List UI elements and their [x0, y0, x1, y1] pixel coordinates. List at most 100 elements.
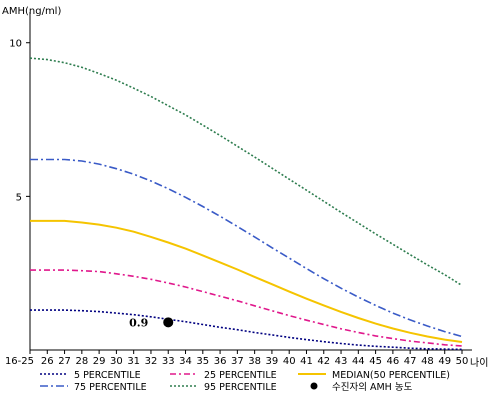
- data-point: [46, 220, 48, 222]
- data-point: [409, 254, 411, 256]
- x-tick-label: 41: [300, 356, 313, 367]
- x-tick-label: 48: [421, 356, 434, 367]
- x-tick-label: 28: [75, 356, 88, 367]
- x-tick-label: 26: [41, 356, 54, 367]
- y-tick-label: 5: [16, 192, 22, 203]
- data-point: [375, 346, 377, 348]
- x-tick-label: 32: [145, 356, 158, 367]
- data-point: [81, 222, 83, 224]
- data-point: [461, 341, 463, 343]
- legend-label: 75 PERCENTILE: [74, 382, 147, 393]
- data-point: [323, 324, 325, 326]
- data-point: [323, 341, 325, 343]
- data-point: [202, 324, 204, 326]
- series-line-1: [30, 309, 463, 351]
- data-point: [202, 255, 204, 257]
- legend: 5 PERCENTILE 25 PERCENTILE MEDIAN(50 PERCE…: [40, 370, 450, 393]
- x-tick-label: 50: [456, 356, 469, 367]
- data-point: [185, 286, 187, 288]
- x-tick-label: 35: [196, 356, 209, 367]
- x-axis-title: 나이: [470, 357, 488, 369]
- data-point: [98, 311, 100, 313]
- data-point: [392, 346, 394, 348]
- data-point: [167, 282, 169, 284]
- x-tick-label: 27: [58, 356, 71, 367]
- data-point: [81, 310, 83, 312]
- data-point: [237, 145, 239, 147]
- legend-label: 95 PERCENTILE: [204, 382, 277, 393]
- data-point: [133, 87, 135, 89]
- data-point: [461, 285, 463, 287]
- patient-amh-label: 0.9: [129, 316, 148, 329]
- data-point: [375, 233, 377, 235]
- data-point: [116, 227, 118, 229]
- series-line-5: [29, 57, 463, 287]
- data-point: [116, 312, 118, 314]
- data-point: [444, 274, 446, 276]
- data-point: [202, 206, 204, 208]
- data-point: [254, 276, 256, 278]
- data-point: [185, 248, 187, 250]
- data-point: [219, 262, 221, 264]
- legend-label: 25 PERCENTILE: [204, 370, 277, 381]
- data-point: [29, 309, 31, 311]
- data-point: [375, 305, 377, 307]
- data-point: [288, 257, 290, 259]
- data-point: [150, 279, 152, 281]
- marker-layer: 0.9: [129, 316, 174, 329]
- x-tick-label: 44: [352, 356, 365, 367]
- data-point: [116, 79, 118, 81]
- data-point: [133, 231, 135, 233]
- data-point: [340, 212, 342, 214]
- x-tick-label: 34: [179, 356, 192, 367]
- data-point: [219, 326, 221, 328]
- data-point: [167, 188, 169, 190]
- data-point: [427, 325, 429, 327]
- y-axis-title: AMH(ng/ml): [2, 6, 61, 17]
- data-point: [116, 168, 118, 170]
- data-point: [202, 291, 204, 293]
- x-tick-label: 16-25: [5, 356, 34, 367]
- data-point: [461, 336, 463, 338]
- data-point: [46, 59, 48, 61]
- data-point: [64, 159, 66, 161]
- legend-label: 5 PERCENTILE: [74, 370, 141, 381]
- data-point: [392, 312, 394, 314]
- data-point: [358, 296, 360, 298]
- x-tick-label: 31: [127, 356, 140, 367]
- data-point: [306, 189, 308, 191]
- data-point: [340, 311, 342, 313]
- data-point: [340, 328, 342, 330]
- legend-label: MEDIAN(50 PERCENTILE): [332, 370, 450, 381]
- data-point: [64, 220, 66, 222]
- data-point: [46, 309, 48, 311]
- data-point: [288, 178, 290, 180]
- data-point: [98, 224, 100, 226]
- data-point: [427, 336, 429, 338]
- x-tick-label: 30: [110, 356, 123, 367]
- series-line-2: [30, 269, 463, 347]
- x-tick-label: 45: [369, 356, 382, 367]
- data-point: [29, 220, 31, 222]
- data-point: [306, 339, 308, 341]
- data-point: [254, 236, 256, 238]
- data-point: [271, 283, 273, 285]
- data-point: [323, 200, 325, 202]
- data-point: [150, 96, 152, 98]
- series-layer: [29, 57, 463, 351]
- data-point: [254, 332, 256, 334]
- x-ticks: 16-25 26 27 28 29 30 31 32 33 34 35 36 37 38 39 40 41 42 4…: [5, 350, 468, 367]
- data-point: [150, 180, 152, 182]
- data-point: [306, 298, 308, 300]
- data-point: [219, 295, 221, 297]
- data-point: [392, 328, 394, 330]
- data-point: [133, 173, 135, 175]
- data-point: [409, 340, 411, 342]
- data-point: [358, 344, 360, 346]
- data-point: [409, 332, 411, 334]
- x-tick-label: 33: [162, 356, 175, 367]
- data-point: [444, 348, 446, 350]
- data-point: [427, 264, 429, 266]
- x-tick-label: 36: [214, 356, 227, 367]
